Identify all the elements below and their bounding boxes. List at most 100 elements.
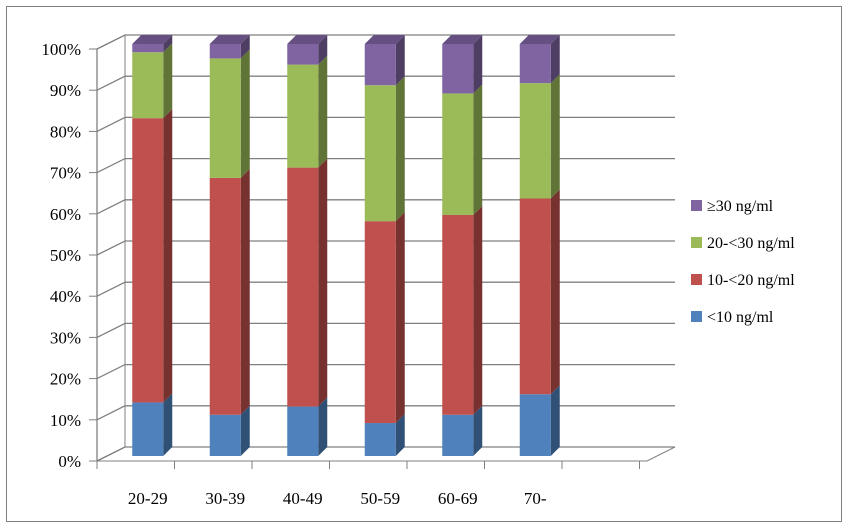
gridline [96,157,675,174]
bar-side [395,35,405,86]
bar-top [519,35,560,44]
x-tick-label: 40-49 [283,489,323,508]
bar-side [395,414,405,456]
legend-swatch [691,237,702,248]
bar-front [442,414,474,456]
bar-front [209,44,241,59]
bar-side [163,35,173,53]
y-tick-label: 30% [50,328,81,347]
gridline [96,363,675,380]
bar-front [209,177,241,415]
bar-segment [132,109,173,403]
bar-top [132,35,173,44]
bar-segment [364,35,405,86]
bar-front [132,44,164,53]
gridline [96,75,675,91]
legend-label: ≥30 ng/ml [707,198,774,215]
gridline [96,240,675,256]
bar-segment [209,405,250,456]
bar-side [240,49,250,178]
bar-side [240,405,250,456]
legend-label: 20-<30 ng/ml [707,235,795,252]
x-tick-label: 20-29 [128,489,168,508]
bar-segment [209,35,250,59]
x-tick-label: 70- [524,489,547,508]
bar-side [240,168,250,415]
bar-front [132,52,164,119]
bar-front [132,118,164,403]
bar-segment [132,35,173,53]
bar-side [163,43,173,119]
bar-side [318,397,328,456]
bar-segment [287,158,328,407]
bar-segment [287,35,328,65]
bar-front [519,83,551,199]
bar-segment [287,397,328,456]
bar-segment [364,76,405,222]
legend: ≥30 ng/ml 20-<30 ng/ml 10-<20 ng/ml <10 ng/… [691,198,795,326]
bar-side [163,109,173,403]
bar-side [473,205,483,415]
bar-front [132,402,164,456]
bar-side [473,84,483,215]
gridline [96,281,675,297]
bar-side [550,385,560,456]
bar-side [550,74,560,199]
bar-front [287,406,319,456]
bar-front [287,64,319,168]
bar-side [395,212,405,424]
y-axis-ticks: 0% 10% 20% 30% 40% 50% 60% 70% 80% 90% 100% [41,40,98,471]
bar-segment [364,414,405,456]
bar-top [442,35,483,44]
gridline [96,446,675,462]
gridlines [96,34,675,462]
bar-segment [442,35,483,94]
bar-top [364,35,405,44]
bar-front [287,167,319,407]
bar-segment [287,55,328,168]
bar-segment [519,35,560,84]
bar-segment [364,212,405,424]
legend-swatch [691,311,702,322]
bar-segment [132,43,173,119]
bar-front [519,44,551,84]
y-tick-label: 80% [50,122,81,141]
bar-front [519,394,551,456]
gridline [96,322,675,338]
legend-swatch [691,274,702,285]
bar-segment [519,74,560,199]
y-tick-label: 90% [50,81,81,100]
y-tick-label: 40% [50,287,81,306]
bar-side [395,76,405,222]
bars [132,35,560,456]
bar-top [209,35,250,44]
bar-segment [442,84,483,215]
bar-side [550,35,560,84]
bar-front [364,85,396,222]
gridline [96,405,675,421]
y-tick-label: 0% [58,452,81,471]
legend-label: 10-<20 ng/ml [707,272,795,289]
bar-front [519,198,551,395]
bar-side [473,35,483,94]
y-tick-label: 100% [41,40,81,59]
bar-segment [442,405,483,456]
bar-top [287,35,328,44]
bar-segment [519,385,560,456]
y-tick-label: 50% [50,246,81,265]
bar-front [442,214,474,415]
bar-side [318,55,328,168]
x-tick-label: 60-69 [438,489,478,508]
bar-side [240,35,250,59]
bar-front [287,44,319,65]
bar-segment [209,49,250,178]
chart-frame: 0% 10% 20% 30% 40% 50% 60% 70% 80% 90% 100% 20-29 3… [6,6,842,522]
bar-front [209,414,241,456]
bar-side [473,405,483,456]
bar-front [442,44,474,94]
gridline [96,34,675,50]
bar-segment [132,393,173,456]
y-tick-label: 20% [50,370,81,389]
x-tick-label: 30-39 [205,489,245,508]
bar-side [550,189,560,395]
